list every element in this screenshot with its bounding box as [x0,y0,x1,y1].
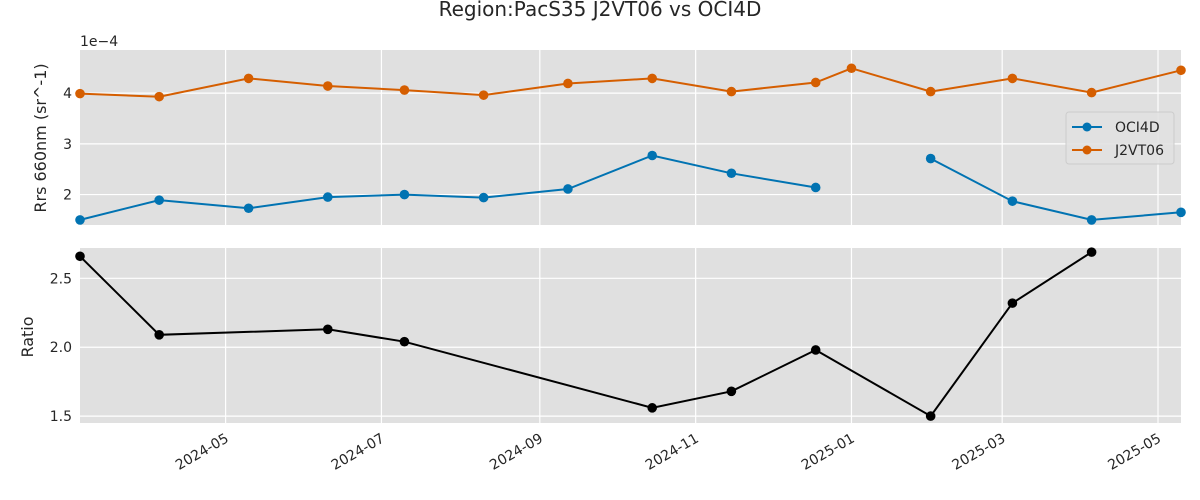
data-point [925,153,936,164]
y-tick-label: 2.0 [50,340,72,356]
series-j2vt06 [75,63,1186,102]
data-point [1086,87,1097,98]
data-point [1007,196,1018,206]
data-point [563,184,573,194]
ratio-plot-background [80,248,1181,423]
data-point [322,192,333,202]
data-point [154,91,164,102]
rrs-y-axis-label: Rrs 660nm (sr^-1) [31,63,50,212]
series-line [79,154,816,221]
data-point [925,411,936,421]
data-point [647,403,658,413]
y-tick-label: 1.5 [50,409,72,425]
x-tick-label: 2024-07 [329,431,388,474]
y-tick-label: 4 [63,86,72,102]
x-tick-label: 2025-01 [799,431,858,474]
ratio-series [75,247,1097,421]
data-point [322,81,333,91]
data-point [243,203,254,214]
y-tick-label: 3 [63,137,72,153]
data-point [726,86,737,97]
data-point [322,324,333,335]
data-point [1086,215,1097,225]
data-point [243,73,254,84]
data-point [563,78,573,89]
y-tick-label: 2.5 [50,271,72,287]
data-point [75,251,85,262]
x-tick-labels: 2024-05 2024-07 2024-09 2024-11 2025-01 2025-… [173,431,1164,474]
data-point [399,336,410,347]
data-point [1007,73,1018,84]
rrs-y-tick-labels: 2 3 4 [63,86,72,203]
ratio-y-axis-label: Ratio [18,316,37,357]
data-point [726,168,737,179]
legend-label-j2vt06: J2VT06 [1114,143,1164,159]
data-point [154,330,164,340]
data-point [478,90,489,100]
rrs-panel: 2 3 4 1e−4 Rrs 660nm (sr^-1) OCI4D J2VT06 [31,34,1186,225]
data-point [810,182,821,193]
data-point [647,73,658,84]
x-tick-label: 2024-05 [173,431,232,474]
data-point [726,386,737,397]
legend-marker-oci4d [1082,122,1092,132]
data-point [925,86,936,97]
x-tick-label: 2025-05 [1105,431,1164,474]
data-point [399,189,410,200]
data-point [75,88,85,99]
data-point [1176,207,1186,218]
data-point [1176,65,1186,76]
x-tick-label: 2025-03 [950,431,1009,474]
data-point [810,345,821,355]
data-point [647,150,658,161]
ratio-panel: 1.5 2.0 2.5 Ratio [18,247,1181,425]
data-point [478,192,489,203]
series-line [930,157,1182,221]
x-tick-label: 2024-11 [643,431,702,474]
series-line [79,251,1093,418]
data-point [1007,298,1018,308]
legend-marker-j2vt06 [1082,145,1092,155]
series-ratio [75,247,1097,421]
data-point [846,63,857,74]
chart-title: Region:PacS35 J2VT06 vs OCI4D [439,0,762,21]
legend: OCI4D J2VT06 [1065,111,1175,165]
x-tick-label: 2024-09 [487,431,546,474]
rrs-y-offset-label: 1e−4 [80,34,118,50]
legend-label-oci4d: OCI4D [1115,120,1160,136]
series-oci4d [75,150,1186,225]
data-point [75,215,85,225]
data-point [1086,247,1097,257]
data-point [399,85,410,95]
ratio-y-tick-labels: 1.5 2.0 2.5 [50,271,72,425]
data-point [810,77,821,88]
rrs-gridlines [80,50,1181,225]
rrs-series [75,63,1186,225]
data-point [154,195,164,205]
y-tick-label: 2 [63,188,72,204]
ratio-gridlines [80,248,1181,423]
